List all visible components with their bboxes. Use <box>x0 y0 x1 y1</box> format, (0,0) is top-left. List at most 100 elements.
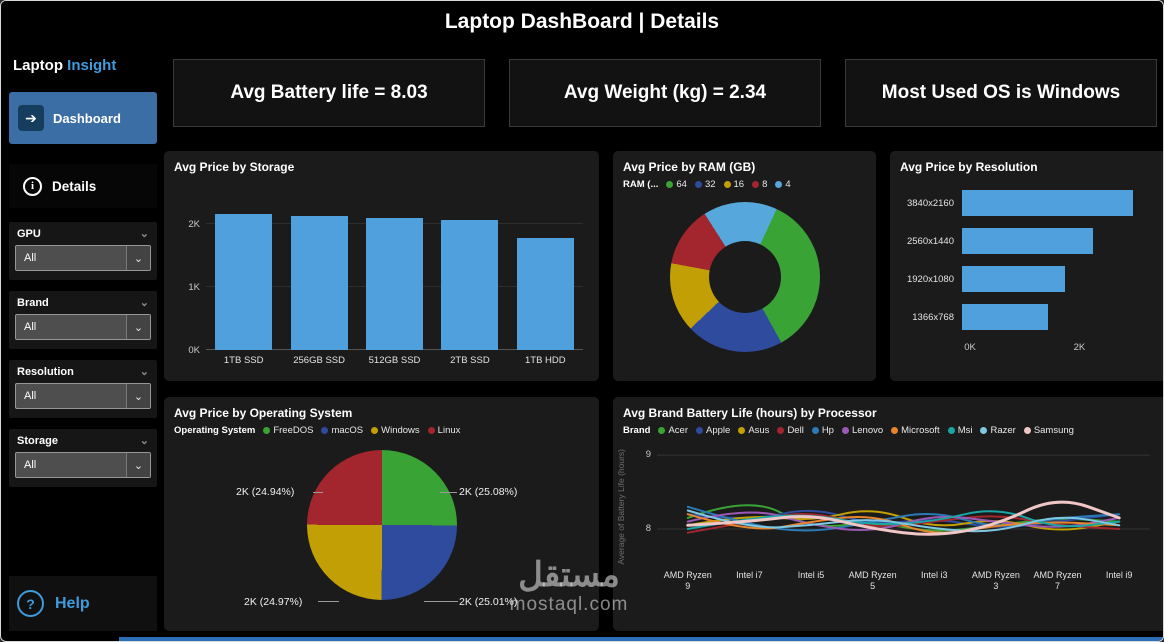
bar-chart-plot[interactable]: 0K 1K 2K <box>188 192 583 356</box>
sidebar: Laptop Insight ➔ Dashboard i Details GPU… <box>9 45 157 631</box>
dashboard-label: Dashboard <box>53 110 121 126</box>
bar-1920x1080[interactable] <box>962 266 1065 292</box>
legend-item[interactable]: FreeDOS <box>263 425 313 436</box>
line-series-acer[interactable] <box>686 504 1121 532</box>
charts-grid: Avg Price by Storage 0K 1K 2K 1TB SSD 256GB… <box>164 151 1163 631</box>
help-button[interactable]: ? Help <box>9 576 157 631</box>
chevron-down-icon: ⌄ <box>126 315 150 339</box>
bar-2tb-ssd[interactable] <box>441 220 499 350</box>
legend-label: 64 <box>676 179 687 190</box>
bar-3840x2160[interactable] <box>962 190 1134 216</box>
line-series-samsung[interactable] <box>686 500 1121 536</box>
bar-1tb-ssd[interactable] <box>215 214 273 350</box>
legend-dot <box>723 181 731 188</box>
legend-label: Microsoft <box>901 425 940 436</box>
legend-item[interactable]: Microsoft <box>891 425 940 436</box>
legend-dot <box>666 181 674 188</box>
filter-header-storage[interactable]: Storage ⌄ <box>15 433 151 452</box>
storage-dropdown[interactable]: All ⌄ <box>15 452 151 478</box>
bar-1tb-hdd[interactable] <box>516 237 574 350</box>
legend-item[interactable]: Linux <box>427 425 460 436</box>
legend-dot <box>738 427 746 434</box>
legend-label: Apple <box>706 425 731 436</box>
filter-group-gpu: GPU ⌄ All ⌄ <box>9 222 157 280</box>
gpu-dropdown[interactable]: All ⌄ <box>15 245 151 271</box>
legend-item[interactable]: macOS <box>321 425 363 436</box>
sidebar-item-details[interactable]: i Details <box>9 164 157 208</box>
chevron-down-icon[interactable]: ⌄ <box>139 365 149 378</box>
storage-selected-value: All <box>24 459 37 471</box>
filter-header-brand[interactable]: Brand ⌄ <box>15 295 151 314</box>
legend-item[interactable]: 8 <box>752 179 767 190</box>
legend-item[interactable]: 32 <box>694 179 716 190</box>
legend-item[interactable]: 4 <box>775 179 791 190</box>
bar-512gb-ssd[interactable] <box>366 217 424 350</box>
y-axis-label: 9 <box>645 449 651 461</box>
legend-item[interactable]: 64 <box>666 179 687 190</box>
legend-item[interactable]: Windows <box>371 425 420 436</box>
kpi-card-avg-battery: Avg Battery life = 8.03 <box>173 59 485 127</box>
filter-header-resolution[interactable]: Resolution ⌄ <box>15 364 151 383</box>
legend-item[interactable]: Msi <box>947 425 972 436</box>
line-chart-canvas[interactable] <box>657 444 1150 566</box>
legend-label: 8 <box>762 179 768 190</box>
sidebar-item-dashboard[interactable]: ➔ Dashboard <box>9 92 157 144</box>
line-chart-area[interactable] <box>657 444 1150 566</box>
y-axis-title: Average of Battery Life (hours) <box>616 449 626 565</box>
bar-2560x1440[interactable] <box>962 228 1094 254</box>
bar-column <box>508 192 583 350</box>
chevron-down-icon[interactable]: ⌄ <box>139 434 149 447</box>
line-series-razer[interactable] <box>686 509 1121 533</box>
filter-panel: GPU ⌄ All ⌄ Brand ⌄ All ⌄ <box>9 222 157 498</box>
legend-item[interactable]: Hp <box>811 425 834 436</box>
details-label: Details <box>52 178 97 194</box>
x-axis-label: Intel i9 <box>1105 570 1133 580</box>
chevron-down-icon[interactable]: ⌄ <box>139 227 149 240</box>
pie-slice-label: 2K (24.94%) <box>236 486 295 498</box>
pie-slice-label: 2K (25.01%) <box>459 596 518 608</box>
legend-item[interactable]: Dell <box>777 425 804 436</box>
resolution-dropdown[interactable]: All ⌄ <box>15 383 151 409</box>
brand-dropdown[interactable]: All ⌄ <box>15 314 151 340</box>
title-bar: Laptop DashBoard | Details <box>1 1 1163 43</box>
chart-card-battery-by-processor: Avg Brand Battery Life (hours) by Proces… <box>613 397 1163 631</box>
legend-item[interactable]: Acer <box>658 425 688 436</box>
hbar-chart-plot[interactable]: 3840x2160 2560x1440 1920x1080 1366x768 <box>900 190 1156 330</box>
kpi-text: Most Used OS is Windows <box>881 82 1121 103</box>
bar-1366x768[interactable] <box>962 304 1048 330</box>
legend-item[interactable]: Razer <box>980 425 1016 436</box>
legend-item[interactable]: Lenovo <box>841 425 883 436</box>
brand-accent: Insight <box>67 57 117 74</box>
line-chart-x-axis: AMD Ryzen 9 Intel i7 Intel i5 AMD Ryzen 5 In… <box>657 570 1150 593</box>
legend-dot <box>427 427 435 434</box>
pie-slice-label: 2K (25.08%) <box>459 486 518 498</box>
bar-column <box>281 192 356 350</box>
legend-item[interactable]: Asus <box>738 425 769 436</box>
legend-item[interactable]: Samsung <box>1023 425 1074 436</box>
filter-header-gpu[interactable]: GPU ⌄ <box>15 226 151 245</box>
chart-card-price-by-resolution: Avg Price by Resolution 3840x2160 2560x14… <box>890 151 1163 381</box>
chevron-down-icon[interactable]: ⌄ <box>139 296 149 309</box>
donut-chart[interactable] <box>669 202 820 352</box>
brand-legend: Brand Acer Apple Asus Dell Hp Lenovo Microsoft M… <box>623 425 1156 436</box>
bar-track <box>962 228 1156 254</box>
legend-item[interactable]: Apple <box>696 425 730 436</box>
y-axis-label: 1K <box>188 281 200 293</box>
legend-item[interactable]: 16 <box>723 179 744 190</box>
x-axis-label: AMD Ryzen 3 <box>971 570 1020 592</box>
legend-dot <box>658 427 666 434</box>
ram-legend: RAM (... 64 32 16 8 4 <box>623 179 866 190</box>
x-axis-label: 256GB SSD <box>293 355 345 366</box>
label-leader-line <box>424 601 458 602</box>
pie-chart[interactable] <box>306 450 457 600</box>
bar-track <box>962 266 1156 292</box>
x-axis-label: 512GB SSD <box>368 355 421 366</box>
legend-title: Operating System <box>174 425 256 436</box>
bar-256gb-ssd[interactable] <box>290 216 348 350</box>
os-legend: Operating System FreeDOS macOS Windows Linux <box>174 425 589 436</box>
app-logo: Laptop Insight <box>9 45 157 80</box>
x-axis-label: AMD Ryzen 9 <box>663 570 712 592</box>
bar-row: 3840x2160 <box>900 190 1156 216</box>
legend-label: 32 <box>704 179 716 190</box>
